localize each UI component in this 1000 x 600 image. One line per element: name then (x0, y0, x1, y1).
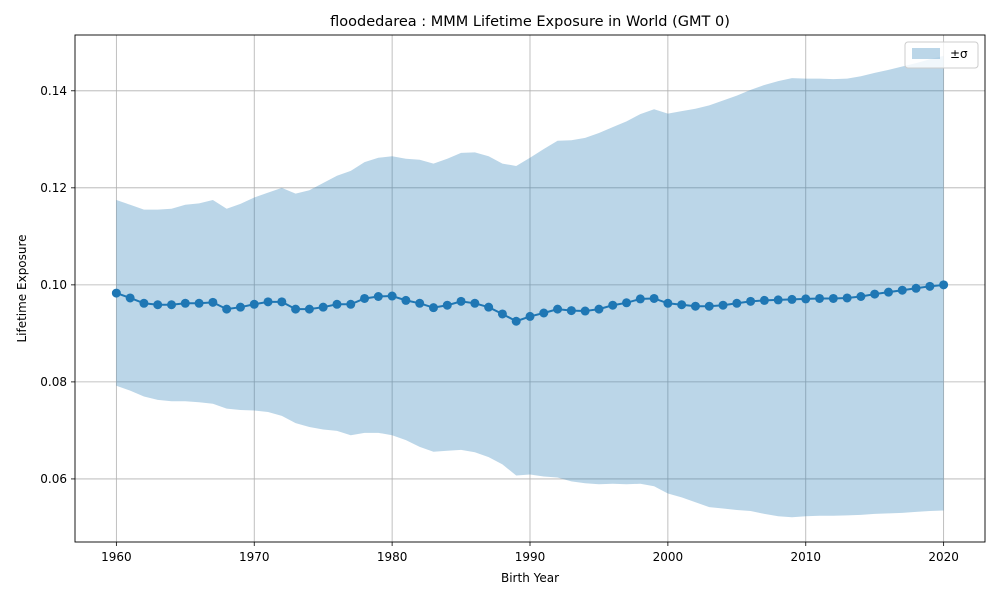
data-point (235, 302, 245, 312)
data-point (277, 297, 287, 307)
y-tick-label: 0.08 (40, 375, 67, 389)
data-point (925, 281, 935, 291)
data-point (180, 298, 190, 308)
data-point (677, 300, 687, 310)
data-point (566, 306, 576, 316)
data-point (801, 294, 811, 304)
std-band-area (116, 55, 944, 518)
data-point (704, 301, 714, 311)
data-point (360, 293, 370, 303)
data-point (870, 289, 880, 299)
data-point (663, 298, 673, 308)
data-point (167, 300, 177, 310)
x-axis-label: Birth Year (501, 571, 559, 585)
data-point (911, 283, 921, 293)
data-point (470, 298, 480, 308)
data-point (387, 291, 397, 301)
data-point (897, 285, 907, 295)
data-point (539, 308, 549, 318)
data-point (815, 293, 825, 303)
data-point (594, 304, 604, 314)
data-point (291, 304, 301, 314)
data-point (525, 311, 535, 321)
legend-box (904, 41, 979, 69)
y-tick-label: 0.10 (40, 278, 67, 292)
data-point (580, 306, 590, 316)
x-tick-label: 2000 (653, 550, 684, 564)
data-point (139, 298, 149, 308)
data-point (222, 304, 232, 314)
plot-area (111, 55, 949, 518)
data-point (442, 300, 452, 310)
x-tick-label: 1990 (515, 550, 546, 564)
x-tick-label: 1960 (101, 550, 132, 564)
data-point (497, 309, 507, 319)
data-point (787, 294, 797, 304)
legend-label-band: ±σ (950, 47, 968, 61)
data-point (939, 280, 949, 290)
legend: ±σ (904, 41, 979, 69)
data-point (759, 295, 769, 305)
data-point (401, 295, 411, 305)
data-point (746, 296, 756, 306)
legend-swatch-band (912, 48, 940, 59)
y-tick-label: 0.12 (40, 181, 67, 195)
data-point (318, 302, 328, 312)
y-tick-label: 0.06 (40, 472, 67, 486)
data-point (842, 293, 852, 303)
y-axis-label: Lifetime Exposure (15, 234, 29, 342)
data-point (332, 299, 342, 309)
data-point (373, 292, 383, 302)
data-point (456, 296, 466, 306)
y-axis: 0.06 0.08 0.10 0.12 0.14 (40, 84, 75, 486)
data-point (718, 300, 728, 310)
data-point (484, 302, 494, 312)
chart-title: floodedarea : MMM Lifetime Exposure in W… (330, 14, 730, 30)
data-point (263, 297, 273, 307)
data-point (828, 293, 838, 303)
y-tick-label: 0.14 (40, 84, 67, 98)
x-tick-label: 1980 (377, 550, 408, 564)
data-point (208, 297, 218, 307)
data-point (194, 298, 204, 308)
x-tick-label: 2010 (790, 550, 821, 564)
data-point (553, 304, 563, 314)
data-point (608, 300, 618, 310)
data-point (415, 298, 425, 308)
x-tick-label: 2020 (928, 550, 959, 564)
data-point (428, 303, 438, 313)
data-point (153, 300, 163, 310)
data-point (111, 288, 121, 298)
data-point (732, 298, 742, 308)
data-point (125, 293, 135, 303)
data-point (346, 299, 356, 309)
data-point (622, 298, 632, 308)
x-tick-label: 1970 (239, 550, 270, 564)
data-point (690, 301, 700, 311)
grid (75, 35, 985, 542)
data-point (856, 292, 866, 302)
data-point (773, 295, 783, 305)
data-point (249, 299, 259, 309)
data-point (635, 294, 645, 304)
data-point (649, 293, 659, 303)
data-point (883, 287, 893, 297)
data-point (304, 304, 314, 314)
x-axis: 1960 1970 1980 1990 2000 2010 2020 (101, 542, 959, 564)
data-point (511, 316, 521, 326)
